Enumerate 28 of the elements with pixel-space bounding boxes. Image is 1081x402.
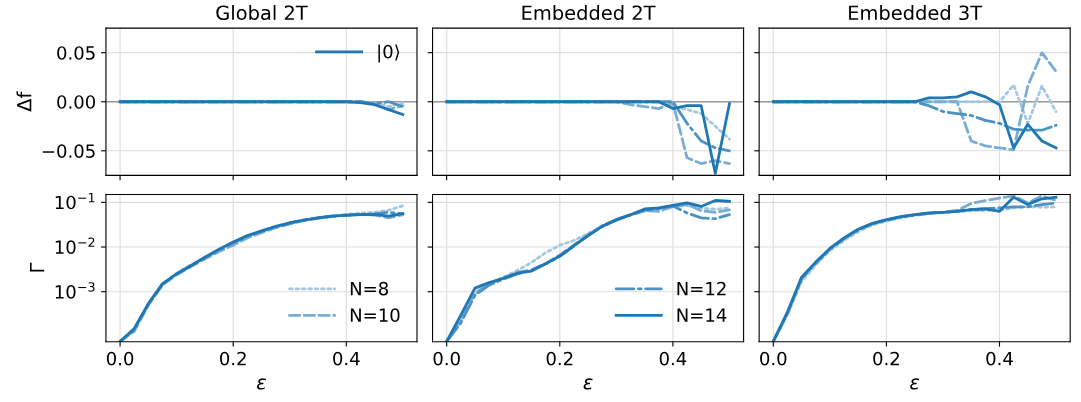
chart-title: Embedded 2T (522, 5, 656, 21)
y-tick-label: 0.00 (57, 95, 96, 109)
y-tick-label: 10$^{−2}$ (55, 237, 95, 255)
y-tick-label: 0.05 (57, 46, 95, 60)
y-tick-label: −0.05 (42, 144, 95, 158)
x-tick-label: 0.2 (546, 351, 573, 366)
chart-title: Embedded 3T (849, 5, 983, 21)
y-tick-label: 10$^{−1}$ (55, 192, 95, 210)
x-tick-label: 0.2 (220, 351, 246, 366)
y-axis-title: Δf (16, 91, 32, 112)
y-tick-label: 10$^{−3}$ (55, 282, 95, 299)
legend-label: N=10 (350, 308, 400, 322)
legend-label: N=12 (677, 281, 726, 296)
chart-title: Global 2T (216, 5, 308, 21)
x-tick-label: 0.4 (986, 351, 1013, 366)
x-tick-label: 0.4 (333, 351, 360, 366)
legend-label: |0⟩ (378, 44, 400, 63)
x-tick-label: 0.4 (659, 351, 687, 366)
legend-label: N=8 (350, 281, 389, 296)
legend-label: N=14 (677, 308, 727, 322)
y-axis-title: Γ (30, 262, 45, 272)
x-axis-title: ε (256, 378, 267, 390)
x-tick-label: 0.0 (760, 351, 787, 366)
x-tick-label: 0.0 (433, 351, 460, 366)
x-tick-label: 0.0 (106, 351, 134, 366)
x-axis-title: ε (583, 378, 593, 390)
x-tick-label: 0.2 (873, 351, 899, 366)
x-axis-title: ε (910, 378, 920, 390)
